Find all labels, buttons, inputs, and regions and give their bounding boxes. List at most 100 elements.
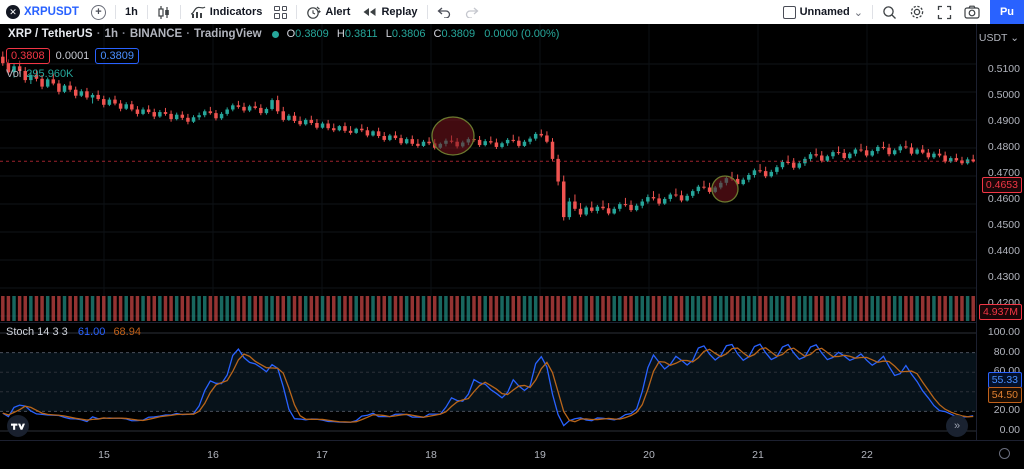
stochastic-tick-label: 80.00 [993,345,1020,358]
alarm-clock-icon [306,5,321,20]
stochastic-d-label: 54.50 [987,387,1022,403]
stochastic-tick-label: 20.00 [993,404,1020,417]
ohlc-c-value: 0.3809 [441,28,476,40]
price-tick-label: 0.4800 [987,141,1020,153]
redo-button[interactable] [458,0,485,25]
legend-sep: · [186,28,191,40]
legend-sep: · [121,28,126,40]
legend-symbol-title: XRP / TetherUS [8,28,93,40]
layouts-button[interactable] [268,0,293,25]
tradingview-logo[interactable] [7,415,29,437]
time-tick-label: 16 [207,449,219,461]
price-gridlines [0,63,976,317]
time-tick-label: 21 [752,449,764,461]
undo-button[interactable] [431,0,458,25]
price-axis[interactable]: USDT ⌄ 0.5100 0.5000 0.4900 0.4800 0.4700 0.4… [976,24,1024,440]
alert-button[interactable]: Alert [300,0,356,25]
stochastic-legend[interactable]: Stoch 14 3 3 61.00 68.94 [6,326,141,338]
publish-button[interactable]: Pu [989,0,1024,25]
stochastic-tick-label: 100.00 [987,326,1020,338]
stochastic-chart-svg [0,323,976,440]
stochastic-k-line [2,343,974,427]
ohlc-o-key: O [286,28,296,40]
market-status-dot [271,30,279,38]
ask-price-tag[interactable]: 0.3809 [95,48,139,64]
legend-interval: 1h [104,28,118,40]
legend-exchange: BINANCE [129,28,183,40]
overbought-oversold-band [0,352,976,412]
candlestick-series [1,51,975,221]
fullscreen-icon [937,5,952,19]
time-tick-label: 17 [316,449,328,461]
symbol-badge-icon: ✕ [6,5,20,19]
layout-box-icon [782,5,796,19]
stochastic-label: Stoch 14 3 3 [6,326,68,338]
price-tick-label: 0.4300 [987,271,1020,283]
indicators-button[interactable]: Indicators [184,0,269,25]
ohlc-o-value: 0.3809 [295,28,329,40]
settings-button[interactable] [903,0,931,25]
price-tick-label: 0.4500 [987,219,1020,231]
redo-arrow-icon [465,7,479,18]
chart-legend[interactable]: XRP / TetherUS · 1h · BINANCE · TradingV… [8,28,559,40]
current-price-label: 0.4653 [981,177,1022,194]
divider [296,5,298,19]
fullscreen-button[interactable] [931,0,958,25]
stochastic-d-line [2,347,974,423]
divider [114,5,116,19]
symbol-button[interactable]: XRPUSDT [24,6,79,18]
replay-button[interactable]: Replay [356,0,423,25]
top-toolbar: ✕ XRPUSDT + 1h [0,0,1024,25]
snapshot-button[interactable] [958,0,986,25]
ohlc-h-value: 0.3811 [344,28,378,40]
indicators-icon [190,5,206,19]
divider [179,5,181,19]
ohlc-l-value: 0.3806 [391,28,426,40]
price-tick-label: 0.5000 [987,89,1020,101]
spread-value: 0.0001 [55,50,90,62]
scroll-to-realtime-button[interactable]: » [946,415,968,437]
ellipse-annotations[interactable] [431,116,739,203]
interval-button[interactable]: 1h [124,6,138,18]
layouts-icon [274,5,288,19]
ohlc-l-key: L [385,28,392,40]
legend-source: TradingView [194,28,262,40]
timezone-clock-icon[interactable] [999,448,1010,459]
current-volume-label: 4.937M [978,304,1022,320]
chart-type-button[interactable] [151,0,177,25]
stochastic-k-label: 55.33 [987,372,1022,388]
price-axis-currency[interactable]: USDT ⌄ [978,32,1019,44]
price-tick-label: 0.5100 [987,63,1020,75]
bid-price-tag[interactable]: 0.3808 [6,48,50,64]
volume-legend[interactable]: Vol 295.960K [6,68,73,80]
plus-icon: + [90,4,106,20]
time-axis[interactable]: 15 16 17 18 19 20 21 22 [0,440,1024,469]
ohlc-values: O0.3809 H0.3811 L0.3806 C0.3809 0.0000 (… [287,28,560,40]
stochastic-d-value: 68.94 [113,326,141,338]
legend-sep: · [96,28,101,40]
price-chart-svg [0,24,976,322]
gear-icon [910,5,924,19]
time-tick-label: 20 [643,449,655,461]
ohlc-c-key: C [433,28,442,40]
ohlc-h-key: H [336,28,345,40]
replay-icon [362,6,377,18]
price-tick-label: 0.4900 [987,115,1020,127]
layout-name-button[interactable]: Unnamed ⌄ [777,0,869,25]
chevron-down-icon: ⌄ [853,6,863,19]
layout-name-label: Unnamed [799,6,850,18]
stochastic-gridlines [0,332,976,432]
add-symbol-button[interactable]: + [85,0,112,25]
stochastic-pane[interactable] [0,322,976,440]
undo-arrow-icon [437,7,450,18]
stochastic-k-value: 61.00 [77,326,106,338]
search-button[interactable] [876,0,903,25]
price-tick-label: 0.4400 [987,245,1020,257]
ohlc-change: 0.0000 (0.00%) [484,28,560,40]
price-pane[interactable] [0,24,976,322]
time-tick-label: 15 [98,449,110,461]
price-tick-label: 0.4600 [987,193,1020,205]
price-vgridlines [103,24,868,322]
divider [146,5,148,19]
